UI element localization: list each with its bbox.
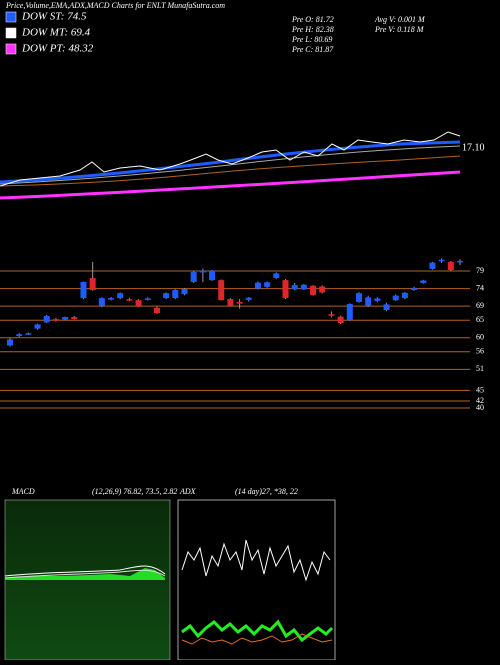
- candle-body: [447, 261, 454, 270]
- candle-body: [236, 301, 243, 304]
- legend-swatch: [5, 43, 17, 55]
- candle-body: [365, 297, 372, 306]
- candle-body: [80, 281, 87, 299]
- adx-line: [181, 539, 331, 582]
- candle-body: [126, 299, 133, 301]
- candle-body: [429, 262, 436, 269]
- macd-title: MACD: [11, 487, 35, 496]
- candle-body: [411, 287, 418, 291]
- candle-body: [227, 299, 234, 306]
- candle-body: [420, 280, 427, 283]
- y-tick-label: 51: [476, 364, 484, 373]
- candle-body: [383, 304, 390, 311]
- y-tick-label: 60: [476, 333, 484, 342]
- candle-body: [52, 319, 59, 321]
- y-tick-label: 40: [476, 403, 484, 412]
- stat: Pre V: 0.118 M: [374, 25, 425, 34]
- candle-body: [319, 286, 326, 293]
- candle-body: [310, 285, 317, 295]
- ema-line: [0, 140, 461, 184]
- candle-body: [346, 304, 353, 321]
- ema-line: [0, 145, 461, 185]
- y-tick-label: 79: [476, 266, 484, 275]
- candle-body: [264, 282, 271, 287]
- legend-label: DOW PT: 48.32: [21, 43, 94, 55]
- candle-body: [172, 290, 179, 299]
- y-tick-label: 69: [476, 301, 484, 310]
- candle-body: [108, 298, 115, 300]
- candle-body: [457, 260, 463, 263]
- candle-body: [401, 292, 408, 299]
- ema-line: [0, 155, 461, 187]
- candle-body: [163, 293, 170, 299]
- candle-body: [153, 307, 160, 314]
- candle-body: [199, 270, 206, 273]
- candle-body: [135, 300, 142, 307]
- ema-panel: [0, 131, 461, 200]
- candle-body: [300, 284, 307, 290]
- macd-histogram: [5, 568, 165, 580]
- candle-body: [328, 314, 335, 316]
- y-tick-label: 45: [476, 385, 484, 394]
- candle-body: [34, 324, 41, 329]
- adx-title: ADX: [179, 487, 197, 496]
- candle-body: [117, 293, 124, 299]
- legend-swatch: [5, 11, 17, 23]
- stat: Pre O: 81.72: [291, 15, 334, 24]
- candle-body: [16, 334, 23, 336]
- signal-line: [4, 569, 166, 579]
- stat: Pre C: 81.87: [291, 45, 334, 54]
- candle-body: [392, 295, 399, 301]
- candle-body: [62, 317, 69, 320]
- macd-line: [4, 565, 166, 577]
- plus-di-line: [181, 619, 334, 643]
- legend-label: DOW MT: 69.4: [21, 27, 91, 39]
- macd-params: (12,26,9) 76.82, 73.5, 2.82: [92, 487, 177, 496]
- adx-panel: [177, 499, 336, 661]
- price-line: [0, 131, 461, 187]
- legend-label: DOW ST: 74.5: [21, 11, 87, 23]
- candle-body: [355, 293, 362, 302]
- y-tick-label: 65: [476, 315, 484, 324]
- stat: Avg V: 0.001 M: [374, 15, 426, 24]
- stat: Pre L: 80.69: [291, 35, 332, 44]
- candle-body: [337, 316, 344, 324]
- candle-body: [181, 288, 188, 295]
- stat: Pre H: 82.38: [291, 25, 334, 34]
- candle-body: [254, 282, 261, 289]
- candle-body: [273, 273, 280, 279]
- page-title: Price,Volume,EMA,ADX,MACD Charts for ENL…: [5, 1, 225, 10]
- candle-body: [43, 315, 50, 323]
- candle-body: [209, 270, 216, 281]
- candle-body: [438, 259, 445, 262]
- ema-label: 17.10: [462, 142, 485, 153]
- legend: DOW ST: 74.5 DOW MT: 69.4 DOW PT: 48.32: [5, 11, 94, 55]
- minus-di-line: [181, 633, 333, 645]
- candle-body: [218, 280, 225, 301]
- candle-body: [89, 278, 96, 291]
- y-tick-label: 42: [476, 396, 484, 405]
- candle-body: [282, 280, 289, 299]
- candle-body: [98, 298, 105, 307]
- candle-body: [245, 297, 252, 300]
- candle-body: [374, 298, 381, 301]
- candle-body: [25, 333, 32, 335]
- candle-body: [7, 339, 13, 346]
- ema-line: [0, 170, 461, 200]
- candle-body: [190, 272, 197, 282]
- candle-body: [144, 298, 151, 300]
- adx-params: (14 day)27, *38, 22: [235, 487, 298, 496]
- candle-body: [71, 317, 78, 320]
- y-tick-label: 74: [476, 283, 484, 292]
- candle-body: [291, 285, 298, 290]
- y-tick-label: 56: [476, 347, 484, 356]
- legend-swatch: [5, 27, 17, 39]
